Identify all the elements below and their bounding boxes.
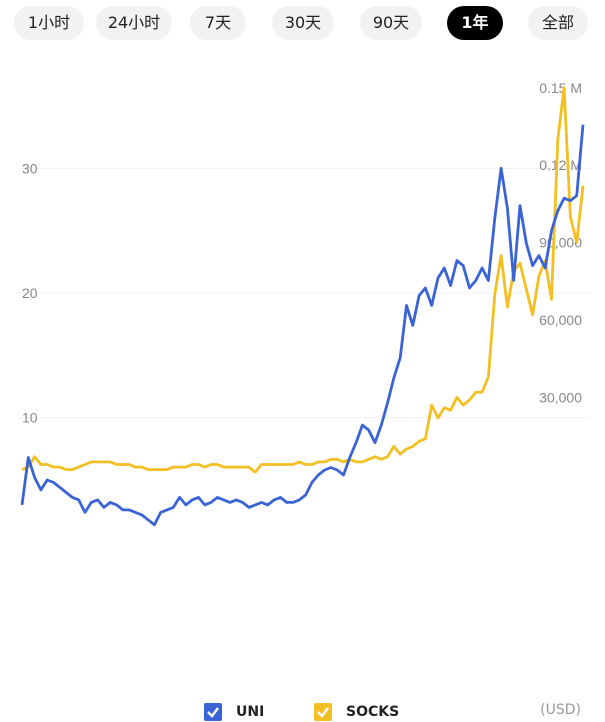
time-range-tabs: 1小时 24小时 7天 30天 90天 1年 全部 [0,6,605,40]
tab-30-days[interactable]: 30天 [272,6,334,40]
gridlines [18,167,590,419]
checkbox-checked-icon[interactable] [204,703,222,721]
right-tick-label: 0.15 M [539,80,582,96]
currency-unit-label: (USD) [540,702,581,718]
right-tick-label: 60,000 [539,312,582,328]
legend-item-socks[interactable]: SOCKS [314,702,399,722]
chart-legend: UNI SOCKS [0,702,605,722]
tab-1-hour[interactable]: 1小时 [14,6,84,40]
tab-1-year[interactable]: 1年 [447,6,503,40]
tab-24-hours[interactable]: 24小时 [96,6,172,40]
legend-label-uni: UNI [236,704,265,720]
tab-7-days[interactable]: 7天 [190,6,246,40]
legend-item-uni[interactable]: UNI [204,702,264,722]
left-tick-label: 10 [22,410,38,426]
checkbox-checked-icon[interactable] [314,703,332,721]
left-tick-label: 20 [22,285,38,301]
tab-90-days[interactable]: 90天 [360,6,422,40]
legend-label-socks: SOCKS [346,704,400,720]
uni-series-line [20,124,585,527]
tab-all[interactable]: 全部 [528,6,588,40]
right-tick-label: 30,000 [539,389,582,405]
left-tick-label: 30 [22,160,38,176]
left-axis-ticks: 10 20 30 [22,160,38,425]
socks-series-line [21,86,585,474]
right-tick-label: 0.12 M [539,157,582,173]
